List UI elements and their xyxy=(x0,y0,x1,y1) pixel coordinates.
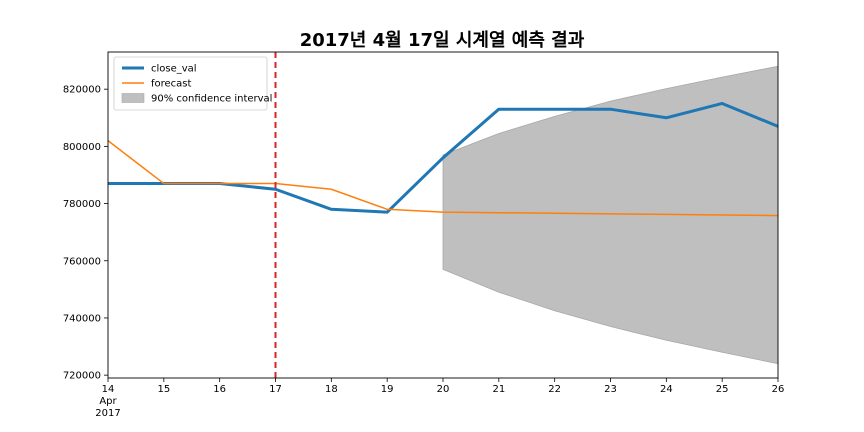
x-tick-label: 16 xyxy=(213,384,226,395)
x-tick-label: 22 xyxy=(548,384,561,395)
y-tick-label: 800000 xyxy=(63,142,101,153)
legend-entry-label: 90% confidence interval xyxy=(151,94,272,105)
series-line-forecast xyxy=(108,139,778,217)
x-tick-sublabel: Apr xyxy=(99,396,117,407)
y-tick-label: 720000 xyxy=(63,371,101,382)
legend-box xyxy=(113,56,268,111)
x-tick-label: 20 xyxy=(437,384,450,395)
y-tick-label: 820000 xyxy=(63,85,101,96)
y-tick-label: 780000 xyxy=(63,199,101,210)
x-tick-label: 23 xyxy=(604,384,617,395)
legend: close_val forecast 90% confidence interval xyxy=(113,56,272,111)
plot-clipped-group xyxy=(108,65,778,365)
x-tick-sublabel: 2017 xyxy=(95,408,120,419)
x-tick-label: 21 xyxy=(492,384,505,395)
x-tick-label: 24 xyxy=(660,384,673,395)
y-tick-label: 760000 xyxy=(63,256,101,267)
chart-title: 2017년 4월 17일 시계열 예측 결과 xyxy=(300,30,585,51)
y-tick-label: 740000 xyxy=(63,313,101,324)
legend-entry-label: close_val xyxy=(151,64,197,75)
x-tick-label: 17 xyxy=(269,384,282,395)
x-tick-label: 18 xyxy=(325,384,338,395)
x-tick-label: 25 xyxy=(716,384,729,395)
x-tick-label: 15 xyxy=(157,384,170,395)
plot-area xyxy=(108,52,778,378)
confidence-interval-band xyxy=(442,65,778,365)
x-tick-label: 14 xyxy=(102,384,115,395)
x-tick-label: 19 xyxy=(381,384,394,395)
legend-entry-label: forecast xyxy=(151,79,192,90)
axes: 720000 740000 760000 780000 800000 820000 14 15… xyxy=(63,51,785,419)
legend-swatch-patch xyxy=(121,93,145,103)
x-tick-label: 26 xyxy=(772,384,785,395)
